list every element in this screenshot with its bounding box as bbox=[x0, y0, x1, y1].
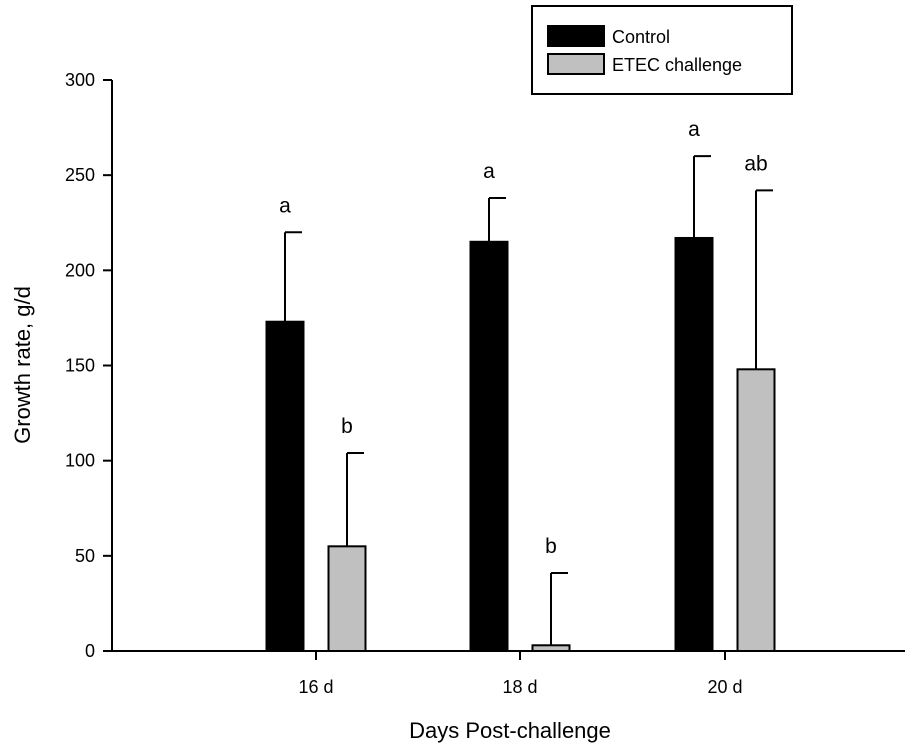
legend-box bbox=[531, 5, 793, 95]
y-tick-label: 150 bbox=[65, 356, 95, 376]
legend-swatch-etec-challenge bbox=[547, 53, 605, 75]
significance-label: b bbox=[545, 535, 557, 558]
y-tick-label: 200 bbox=[65, 260, 95, 280]
significance-label: a bbox=[688, 118, 700, 141]
bar-control-16-d bbox=[265, 320, 305, 652]
y-tick-label: 0 bbox=[85, 641, 95, 661]
legend-label-control: Control bbox=[612, 27, 670, 47]
legend-label-etec-challenge: ETEC challenge bbox=[612, 55, 742, 75]
x-tick-label: 20 d bbox=[707, 677, 742, 697]
bar-control-20-d bbox=[674, 236, 714, 653]
x-axis-title: Days Post-challenge bbox=[409, 718, 611, 743]
bar-etec-challenge-16-d bbox=[327, 545, 367, 652]
y-axis-title: Growth rate, g/d bbox=[10, 286, 35, 444]
y-tick-label: 50 bbox=[75, 546, 95, 566]
bar-control-18-d bbox=[469, 240, 509, 653]
legend-swatch-control bbox=[547, 25, 605, 47]
x-tick-label: 18 d bbox=[502, 677, 537, 697]
significance-label: b bbox=[341, 415, 353, 438]
legend: Control ETEC challenge bbox=[531, 5, 793, 95]
y-tick-label: 300 bbox=[65, 70, 95, 90]
significance-label: a bbox=[483, 160, 495, 183]
y-tick-label: 100 bbox=[65, 451, 95, 471]
ticks-layer: 0 50 100 150 200 250 300 16 d 18 d 20 d bbox=[65, 70, 743, 697]
bar-etec-challenge-20-d bbox=[736, 368, 776, 652]
significance-label: a bbox=[279, 194, 291, 217]
y-tick-label: 250 bbox=[65, 165, 95, 185]
significance-label: ab bbox=[744, 152, 767, 175]
x-tick-label: 16 d bbox=[298, 677, 333, 697]
